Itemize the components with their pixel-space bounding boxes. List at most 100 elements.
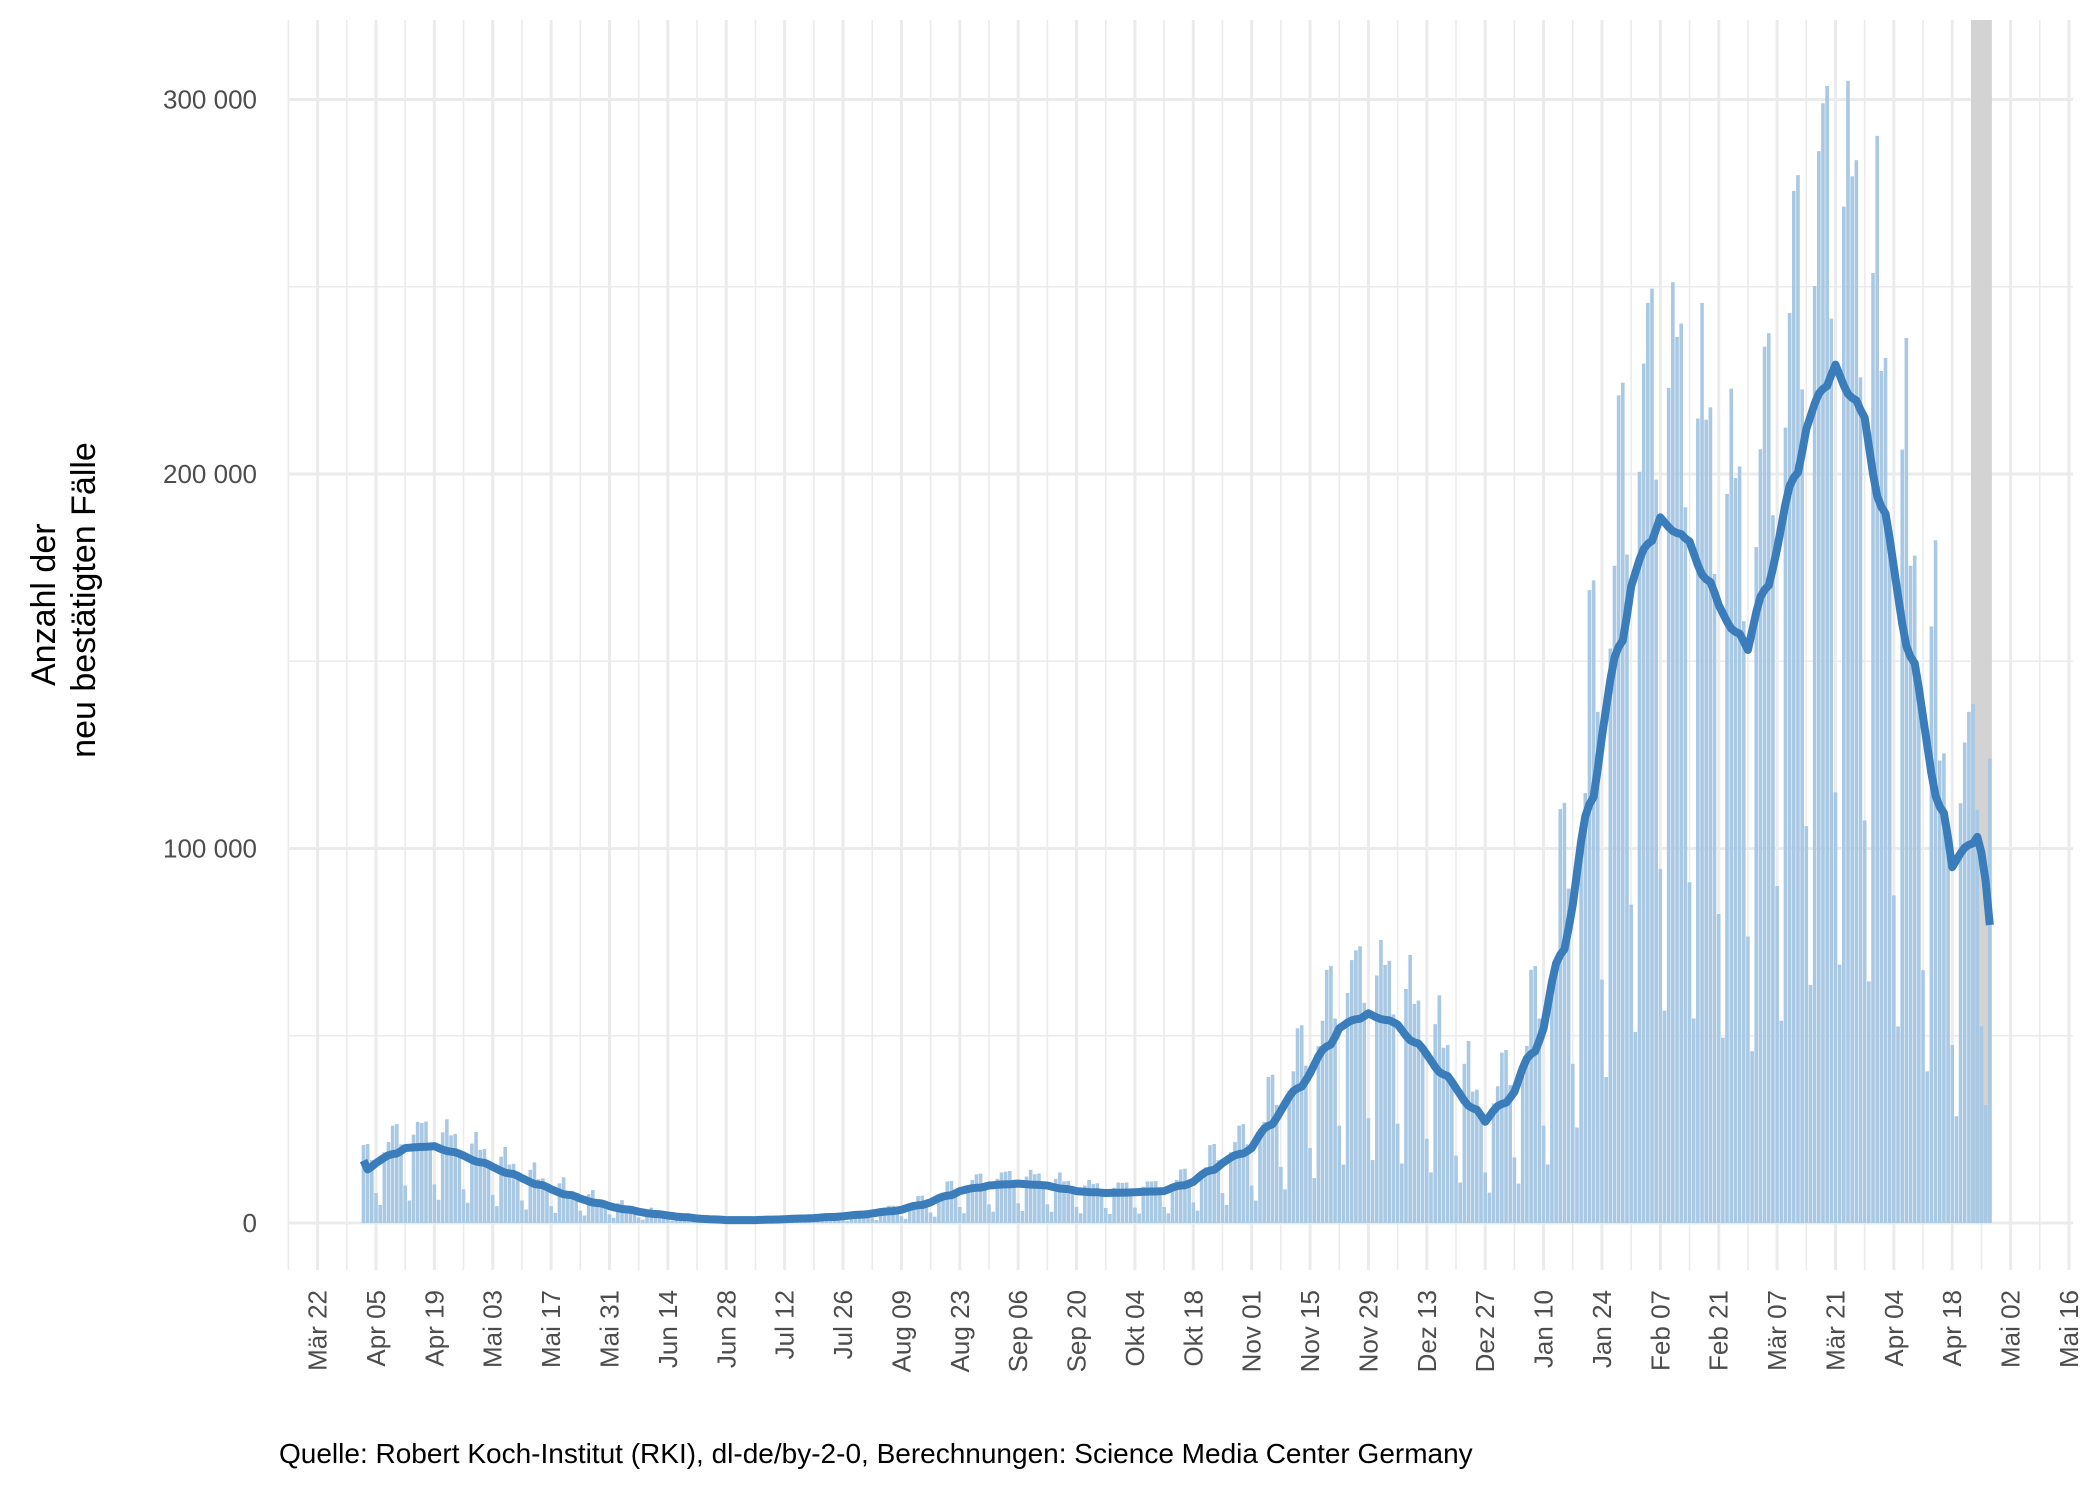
daily-bar	[966, 1185, 970, 1223]
daily-bar	[440, 1132, 445, 1223]
daily-bar	[999, 1172, 1004, 1223]
x-tick-label: Jan 10	[1529, 1290, 1559, 1368]
daily-bar	[1929, 626, 1934, 1223]
daily-bar	[1404, 988, 1408, 1223]
daily-bar	[1821, 103, 1825, 1224]
daily-bar	[465, 1202, 470, 1223]
daily-bar	[1671, 282, 1675, 1224]
daily-bar	[545, 1187, 549, 1223]
daily-bar	[1516, 1183, 1521, 1223]
daily-bar	[1212, 1143, 1216, 1223]
daily-bar	[624, 1208, 628, 1223]
daily-bar	[524, 1209, 528, 1223]
daily-bar	[1646, 302, 1650, 1223]
daily-bar	[1716, 914, 1721, 1223]
daily-bar	[983, 1183, 987, 1223]
daily-bar	[1566, 888, 1571, 1223]
daily-bar	[1475, 1089, 1479, 1223]
daily-bar	[1754, 547, 1759, 1223]
daily-bar	[1149, 1181, 1154, 1223]
daily-bar	[1875, 135, 1879, 1223]
daily-bar	[816, 1221, 820, 1223]
daily-bar	[365, 1143, 370, 1223]
daily-bar	[1470, 1091, 1475, 1223]
daily-bar	[1162, 1206, 1166, 1223]
daily-bar	[1454, 1155, 1458, 1223]
daily-bar	[1921, 970, 1925, 1223]
daily-bar	[1016, 1203, 1020, 1223]
daily-bar	[1733, 478, 1738, 1223]
y-tick-label: 0	[243, 1208, 257, 1238]
daily-bar	[490, 1194, 495, 1223]
daily-bar	[1133, 1207, 1137, 1223]
daily-bar	[1512, 1157, 1517, 1223]
daily-bar	[1796, 175, 1800, 1223]
daily-bar	[370, 1160, 374, 1223]
daily-bar	[1804, 826, 1809, 1223]
daily-bar	[1900, 449, 1904, 1224]
daily-bar	[924, 1201, 929, 1223]
daily-bar	[1746, 936, 1750, 1223]
daily-bar	[1124, 1182, 1129, 1223]
daily-bar	[978, 1173, 983, 1223]
daily-bar	[1633, 1032, 1638, 1223]
daily-bar	[495, 1206, 499, 1223]
daily-bar	[1621, 382, 1625, 1223]
x-tick-label: Mär 22	[303, 1290, 333, 1371]
daily-bar	[1654, 479, 1658, 1223]
daily-bar	[1020, 1211, 1025, 1223]
daily-bar	[570, 1190, 574, 1223]
daily-bar	[386, 1142, 391, 1223]
daily-bar	[1166, 1213, 1171, 1223]
daily-bar	[1216, 1160, 1221, 1223]
x-tick-label: Mai 17	[536, 1290, 566, 1368]
daily-bar	[1971, 703, 1975, 1223]
daily-bar	[395, 1124, 399, 1223]
daily-bar	[1641, 363, 1646, 1224]
daily-bar	[878, 1211, 883, 1223]
daily-bar	[1850, 176, 1854, 1224]
daily-bar	[1479, 1116, 1483, 1223]
daily-bar	[907, 1207, 912, 1223]
x-tick-label: Jun 28	[711, 1290, 741, 1368]
daily-bar	[1967, 711, 1971, 1223]
daily-bar	[845, 1221, 849, 1223]
daily-bar	[1220, 1193, 1225, 1223]
daily-bar	[1241, 1124, 1246, 1223]
x-tick-label: Mai 16	[2054, 1290, 2084, 1368]
daily-bar	[1650, 288, 1654, 1223]
daily-bar	[1445, 1045, 1450, 1223]
daily-bar	[1858, 377, 1863, 1223]
daily-bar	[1508, 1085, 1513, 1223]
daily-bar	[432, 1184, 437, 1223]
daily-bar	[457, 1152, 462, 1223]
daily-bar	[1950, 1045, 1955, 1223]
daily-bar	[1683, 507, 1688, 1223]
daily-bar	[1504, 1049, 1508, 1223]
daily-bar	[1224, 1205, 1229, 1223]
daily-bar	[1237, 1125, 1241, 1223]
daily-bar	[486, 1163, 491, 1223]
daily-bar	[1696, 418, 1700, 1224]
daily-bar	[515, 1175, 520, 1223]
daily-bar	[1387, 960, 1392, 1223]
daily-bar	[1249, 1185, 1254, 1223]
daily-bar	[1233, 1142, 1237, 1223]
daily-bar	[1712, 573, 1717, 1223]
daily-bar	[1917, 691, 1921, 1223]
daily-bar	[1591, 580, 1596, 1223]
x-tick-label: Nov 15	[1295, 1290, 1325, 1372]
daily-bar	[1116, 1182, 1121, 1223]
daily-bar	[528, 1169, 533, 1223]
daily-bar	[1254, 1200, 1258, 1223]
daily-bar	[1575, 1127, 1579, 1223]
daily-bar	[1862, 820, 1867, 1223]
daily-bar	[511, 1163, 516, 1223]
daily-bar	[1153, 1181, 1158, 1223]
x-tick-label: Jul 26	[828, 1290, 858, 1359]
daily-bar	[1266, 1076, 1271, 1223]
daily-bar	[1091, 1184, 1096, 1223]
bars	[361, 80, 1992, 1224]
grid	[287, 20, 2073, 1270]
daily-bar	[912, 1205, 916, 1223]
